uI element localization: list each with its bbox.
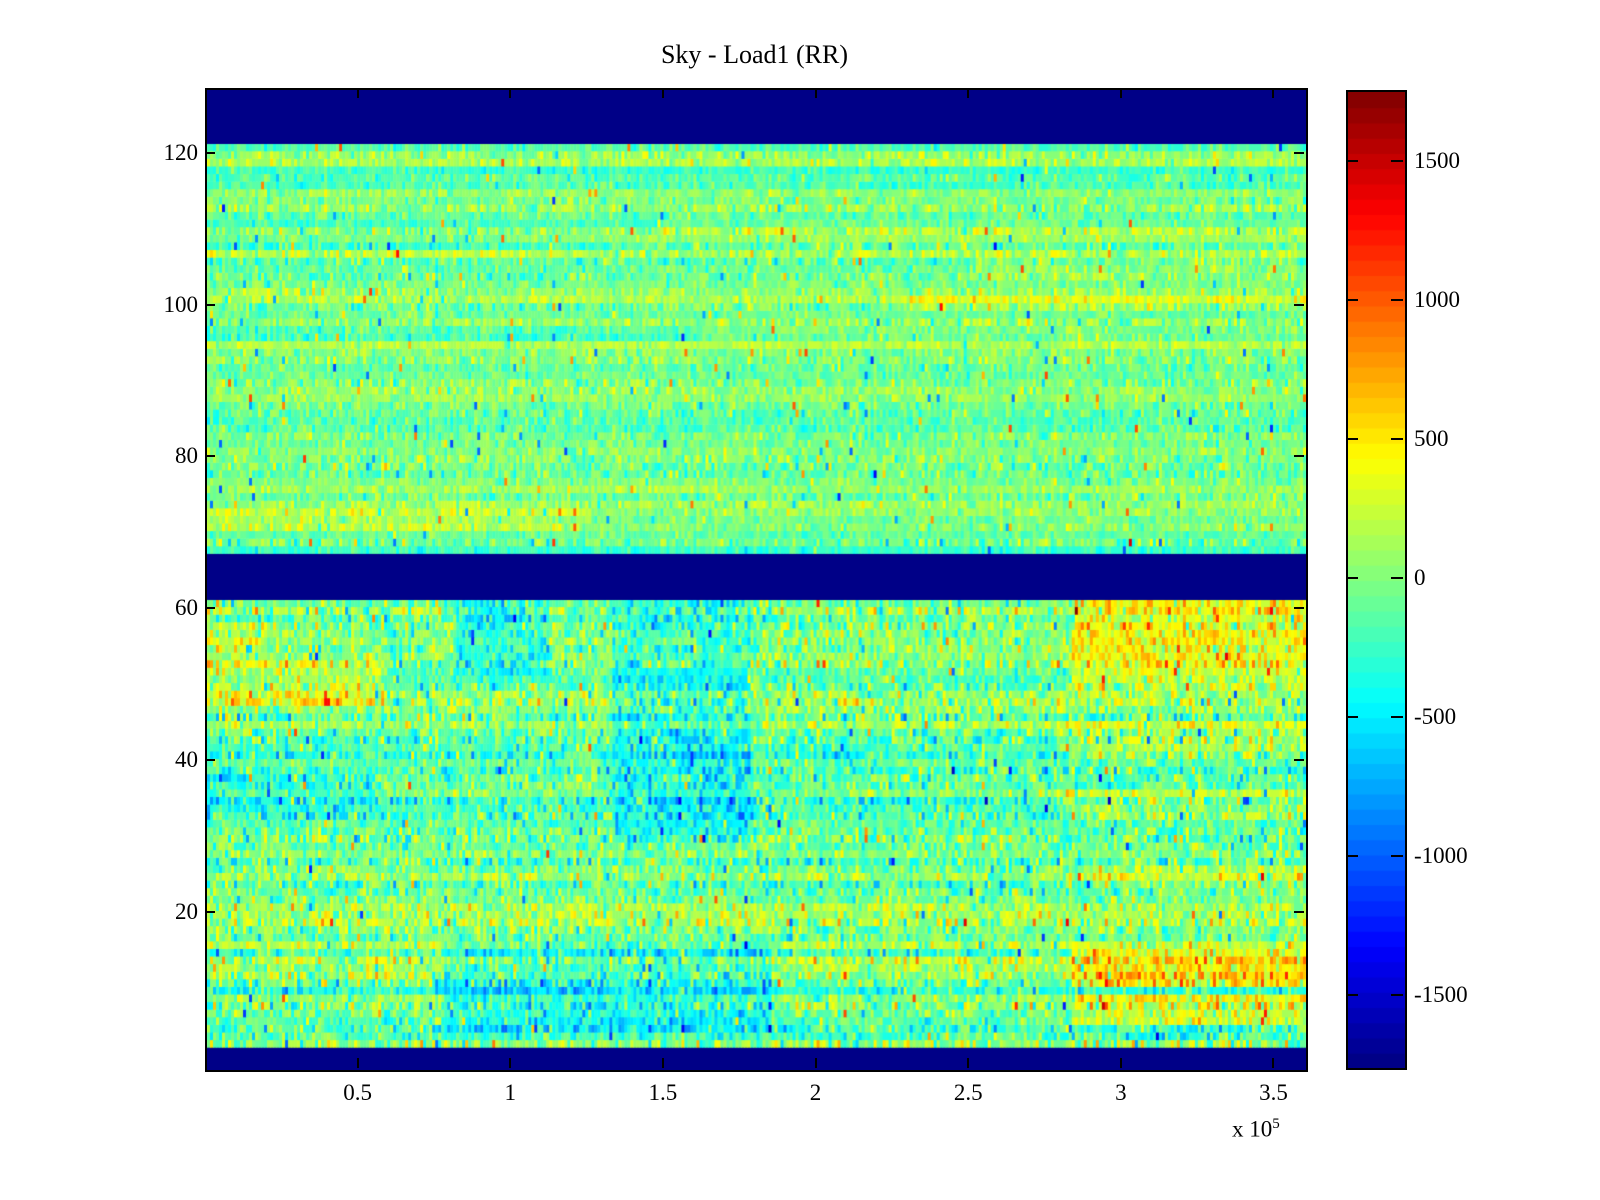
colorbar-tick-label: 500: [1414, 425, 1449, 451]
x-tick-label: 3.5: [1259, 1080, 1288, 1105]
colorbar-tick-mark-left: [1346, 855, 1358, 858]
x-tick-label: 1: [504, 1080, 517, 1105]
y-tick-mark-right: [1294, 911, 1304, 914]
x-tick-mark-top: [509, 88, 512, 98]
x-tick-mark-bottom: [509, 1058, 512, 1068]
colorbar-tick-label: -1500: [1414, 982, 1468, 1008]
colorbar-tick-mark-right: [1391, 437, 1403, 440]
colorbar-tick-mark-left: [1346, 577, 1358, 579]
y-tick-mark-left: [205, 911, 215, 914]
x-tick-mark-top: [356, 88, 359, 98]
y-tick-label: 20: [175, 899, 198, 925]
x-tick-label: 1.5: [648, 1080, 678, 1105]
y-tick-mark-right: [1294, 607, 1304, 610]
colorbar-tick-mark-left: [1346, 716, 1358, 719]
x-tick-mark-top: [967, 88, 970, 98]
x-tick-mark-bottom: [1119, 1058, 1122, 1068]
y-tick-mark-left: [205, 151, 215, 154]
y-tick-label: 60: [175, 595, 198, 621]
x-tick-mark-top: [814, 88, 817, 98]
x-axis-exponent: x 105: [1232, 1116, 1280, 1142]
y-tick-label: 40: [175, 747, 198, 773]
colorbar-tick-mark-right: [1391, 159, 1403, 162]
y-tick-mark-left: [205, 455, 215, 458]
chart-title: Sky - Load1 (RR): [660, 40, 849, 69]
x-tick-mark-top: [1119, 88, 1122, 98]
colorbar-tick-mark-right: [1391, 716, 1403, 719]
plot-area[interactable]: [205, 88, 1308, 1072]
y-tick-mark-left: [205, 759, 215, 762]
colorbar-tick-mark-left: [1346, 159, 1358, 162]
colorbar-tick-label: 1500: [1414, 147, 1460, 173]
y-tick-label: 100: [163, 291, 199, 317]
y-tick-label: 80: [175, 443, 198, 469]
colorbar: [1346, 90, 1407, 1070]
y-tick-mark-left: [205, 303, 215, 306]
colorbar-tick-mark-right: [1391, 298, 1403, 301]
y-tick-mark-right: [1294, 303, 1304, 306]
colorbar-tick-mark-right: [1391, 577, 1403, 579]
x-tick-label: 3: [1115, 1080, 1127, 1105]
x-tick-mark-bottom: [356, 1058, 359, 1068]
colorbar-tick-label: -500: [1414, 704, 1457, 730]
colorbar-tick-label: 0: [1414, 565, 1426, 590]
colorbar-tick-mark-left: [1346, 437, 1358, 440]
x-tick-mark-top: [1272, 88, 1275, 98]
x-tick-mark-bottom: [814, 1058, 817, 1068]
colorbar-tick-label: 1000: [1414, 286, 1460, 312]
heatmap-canvas[interactable]: [207, 90, 1306, 1070]
x-tick-mark-bottom: [1272, 1058, 1275, 1068]
colorbar-tick-mark-left: [1346, 298, 1358, 301]
x-tick-label: 2.5: [953, 1080, 983, 1105]
colorbar-tick-mark-right: [1391, 855, 1403, 858]
y-tick-mark-right: [1294, 151, 1304, 154]
x-tick-mark-bottom: [967, 1058, 970, 1068]
colorbar-tick-label: -1000: [1414, 843, 1468, 869]
colorbar-canvas: [1348, 92, 1405, 1068]
x-tick-mark-top: [661, 88, 664, 98]
colorbar-tick-mark-right: [1391, 994, 1403, 997]
x-tick-mark-bottom: [661, 1058, 664, 1068]
y-tick-label: 120: [163, 139, 199, 165]
y-tick-mark-right: [1294, 759, 1304, 762]
x-tick-label: 2: [809, 1080, 822, 1105]
y-tick-mark-left: [205, 607, 215, 610]
y-tick-mark-right: [1294, 455, 1304, 458]
x-tick-label: 0.5: [343, 1080, 372, 1105]
colorbar-tick-mark-left: [1346, 994, 1358, 997]
